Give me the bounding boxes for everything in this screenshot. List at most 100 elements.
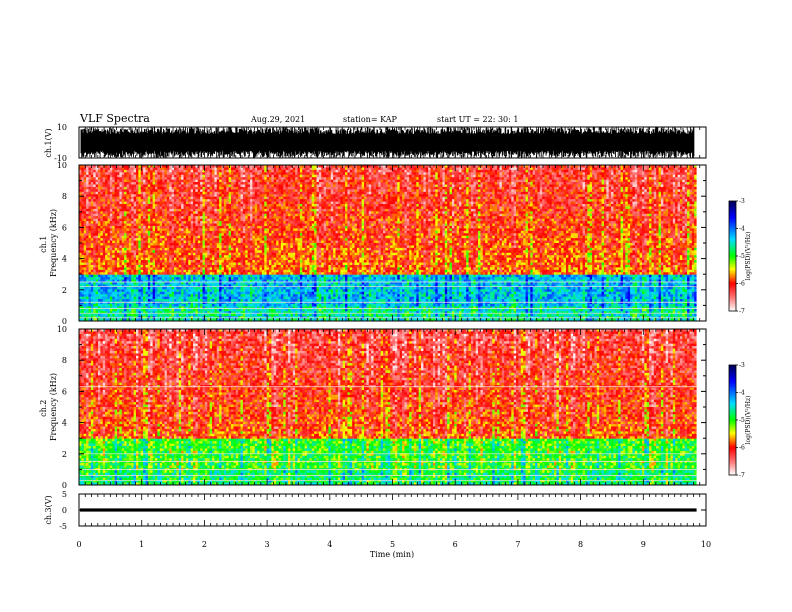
spectrogram-cell xyxy=(169,182,173,185)
spectrogram-cell xyxy=(238,247,241,251)
spectrogram-cell xyxy=(147,245,151,249)
spectrogram-cell xyxy=(214,279,218,283)
spectrogram-cell xyxy=(226,177,230,181)
spectrogram-cell xyxy=(242,274,246,278)
spectrogram-cell xyxy=(162,267,165,271)
spectrogram-cell xyxy=(133,289,137,293)
spectrogram-cell xyxy=(131,279,135,283)
spectrogram-cell xyxy=(107,311,111,315)
spectrogram-cell xyxy=(117,245,120,249)
spectrogram-cell xyxy=(133,172,137,176)
spectrogram-cell xyxy=(197,303,201,307)
spectrogram-cell xyxy=(238,260,241,263)
spectrogram-cell xyxy=(157,294,161,298)
spectrogram-cell xyxy=(185,223,189,227)
spectrogram-cell xyxy=(235,274,239,278)
spectrogram-cell xyxy=(98,289,101,293)
spectrogram-cell xyxy=(261,272,265,276)
spectrogram-cell xyxy=(124,282,127,285)
spectrogram-cell xyxy=(176,221,180,224)
spectrogram-cell xyxy=(88,252,92,256)
spectrogram-cell xyxy=(247,223,251,227)
spectrogram-cell xyxy=(117,301,120,305)
spectrogram-cell xyxy=(176,286,180,290)
spectrogram-cell xyxy=(152,313,156,317)
spectrogram-cell xyxy=(112,303,116,307)
spectrogram-cell xyxy=(105,230,108,234)
spectrogram-cell xyxy=(195,289,199,293)
spectrogram-cell xyxy=(126,230,130,234)
spectrogram-cell xyxy=(204,189,208,193)
spectrogram-cell xyxy=(223,216,227,220)
spectrogram-cell xyxy=(231,243,234,246)
spectrogram-cell xyxy=(200,313,203,317)
spectrogram-cell xyxy=(185,257,189,261)
spectrogram-cell xyxy=(257,184,260,188)
spectrogram-cell xyxy=(159,167,163,171)
spectrogram-cell xyxy=(223,313,227,317)
spectrogram-cell xyxy=(138,240,142,244)
spectrogram-cell xyxy=(112,228,116,232)
spectrogram-cell xyxy=(105,260,108,263)
spectrogram-cell xyxy=(209,299,213,302)
spectrogram-cell xyxy=(136,177,139,181)
spectrogram-cell xyxy=(216,296,220,300)
spectrogram-cell xyxy=(252,208,256,212)
spectrogram-cell xyxy=(207,184,211,188)
spectrogram-cell xyxy=(185,240,189,244)
spectrogram-cell xyxy=(145,269,149,273)
spectrogram-cell xyxy=(259,233,263,237)
spectrogram-cell xyxy=(124,165,127,168)
spectrogram-cell xyxy=(212,194,215,198)
spectrogram-cell xyxy=(202,223,206,227)
spectrogram-cell xyxy=(200,235,203,239)
spectrogram-cell xyxy=(166,252,170,256)
spectrogram-cell xyxy=(228,179,232,183)
spectrogram-cell xyxy=(136,189,139,193)
spectrogram-cell xyxy=(174,204,177,207)
spectrogram-cell xyxy=(143,216,146,220)
spectrogram-cell xyxy=(83,311,87,315)
spectrogram-cell xyxy=(105,257,108,261)
spectrogram-cell xyxy=(212,252,215,256)
spectrogram-cell xyxy=(128,208,132,212)
spectrogram-cell xyxy=(95,240,99,244)
spectrogram-cell xyxy=(231,299,234,302)
spectrogram-cell xyxy=(107,291,111,295)
spectrogram-cell xyxy=(157,303,161,307)
spectrogram-cell xyxy=(214,250,218,254)
spectrogram-cell xyxy=(140,247,144,251)
spectrogram-cell xyxy=(212,274,215,278)
spectrogram-cell xyxy=(250,267,253,271)
spectrogram-cell xyxy=(159,301,163,305)
spectrogram-cell xyxy=(226,211,230,215)
spectrogram-cell xyxy=(223,299,227,302)
spectrogram-cell xyxy=(247,199,251,202)
spectrogram-cell xyxy=(145,172,149,176)
spectrogram-cell xyxy=(200,199,203,202)
spectrogram-cell xyxy=(231,264,234,268)
spectrogram-cell xyxy=(202,291,206,295)
spectrogram-cell xyxy=(81,252,85,256)
spectrogram-cell xyxy=(90,313,94,317)
spectrogram-cell xyxy=(202,277,206,280)
spectrogram-cell xyxy=(150,218,154,222)
spectrogram-cell xyxy=(79,277,82,280)
spectrogram-cell xyxy=(138,257,142,261)
spectrogram-cell xyxy=(138,233,142,237)
spectrogram-cell xyxy=(119,204,123,207)
spectrogram-cell xyxy=(202,238,206,241)
spectrogram-cell xyxy=(254,204,258,207)
spectrogram-cell xyxy=(83,284,87,288)
spectrogram-cell xyxy=(88,191,92,195)
spectrogram-cell xyxy=(107,186,111,190)
spectrogram-cell xyxy=(143,206,146,210)
spectrogram-cell xyxy=(250,216,253,220)
spectrogram-cell xyxy=(238,206,241,210)
spectrogram-cell xyxy=(164,245,168,249)
spectrogram-cell xyxy=(117,289,120,293)
spectrogram-cell xyxy=(162,172,165,176)
spectrogram-cell xyxy=(105,267,108,271)
spectrogram-cell xyxy=(200,284,203,288)
spectrogram-cell xyxy=(242,262,246,266)
